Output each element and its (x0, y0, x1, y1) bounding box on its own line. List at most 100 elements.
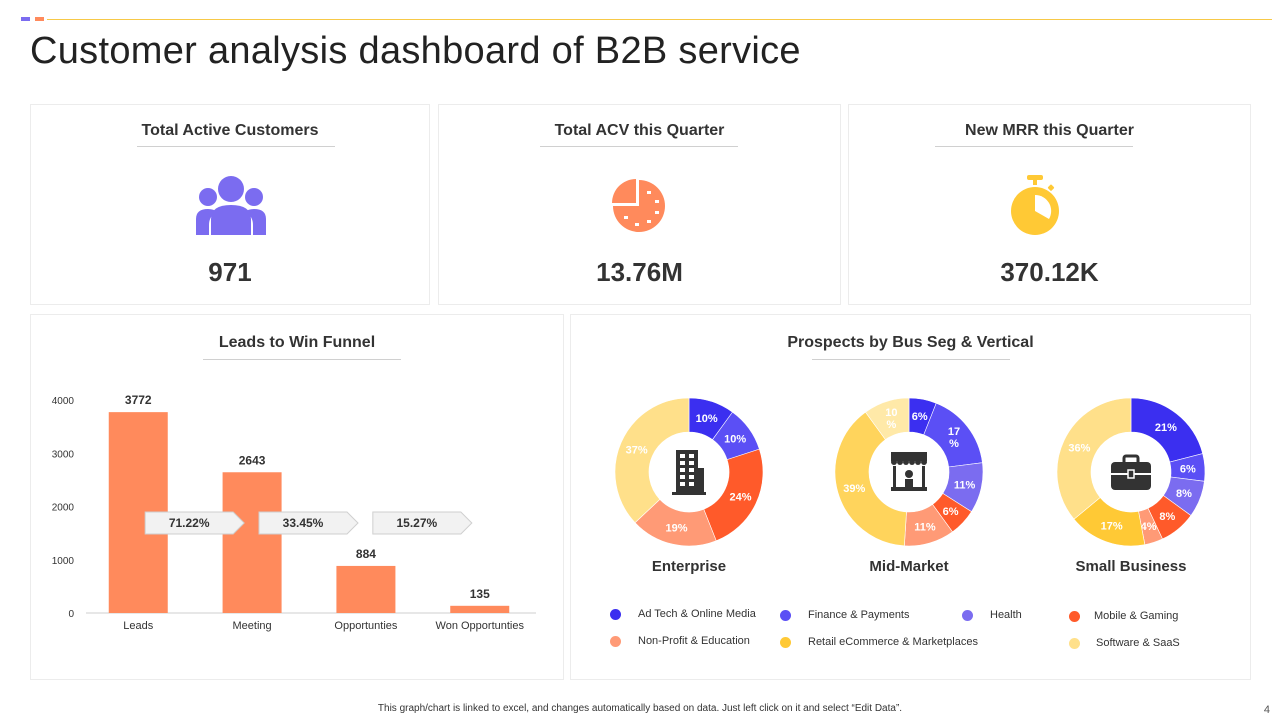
customers-icon (195, 175, 267, 242)
slice-label: 37% (626, 444, 648, 456)
y-tick-label: 3000 (52, 449, 75, 460)
header-rule (47, 19, 1272, 20)
y-tick-label: 4000 (52, 396, 75, 407)
stopwatch-icon (1007, 173, 1063, 242)
slice-label: 4% (1141, 521, 1157, 533)
prospects-card: Prospects by Bus Seg & Vertical 10% 10% 24… (570, 314, 1251, 680)
donut-slice (614, 397, 690, 524)
y-tick-label: 1000 (52, 556, 75, 567)
segment-label-mid-market: Mid-Market (869, 558, 949, 575)
bar-value-label: 135 (470, 587, 490, 601)
legend-swatch (610, 636, 621, 647)
funnel-bar (336, 565, 396, 613)
title-divider (203, 359, 401, 360)
prospects-legend: Ad Tech & Online Media Finance & Payment… (571, 608, 1252, 659)
conversion-rate-label: 71.22% (169, 516, 210, 530)
title-divider (137, 146, 335, 147)
storefront-icon-counter (891, 487, 927, 491)
building-icon-window (689, 468, 694, 472)
building-icon-window (680, 475, 685, 479)
accent-mark-purple (21, 17, 30, 21)
kpi-title: New MRR this Quarter (965, 122, 1134, 139)
building-icon-base (672, 492, 706, 495)
funnel-title: Leads to Win Funnel (218, 334, 376, 351)
legend-label: Software & SaaS (1096, 637, 1180, 649)
storefront-icon (891, 452, 927, 491)
slice-label: 8% (1159, 511, 1175, 523)
legend-swatch (780, 637, 791, 648)
storefront-icon-post (893, 466, 896, 488)
x-tick-label: Won Opportunties (436, 620, 525, 632)
slice-label: 36% (1068, 443, 1090, 455)
legend-label: Mobile & Gaming (1094, 610, 1179, 622)
storefront-icon-awning (891, 452, 927, 461)
legend-label: Finance & Payments (808, 609, 910, 621)
briefcase-icon-clasp (1127, 469, 1135, 479)
title-divider (935, 146, 1133, 147)
y-tick-label: 2000 (52, 503, 75, 514)
x-tick-label: Leads (123, 620, 153, 632)
briefcase-icon (1111, 454, 1151, 490)
bar-value-label: 2643 (239, 453, 266, 467)
building-icon (672, 450, 706, 495)
x-tick-label: Opportunties (334, 620, 397, 632)
storefront-icon-person (905, 470, 913, 478)
building-icon-window (680, 454, 685, 458)
slice-label: 10% (885, 407, 897, 431)
kpi-title: Total Active Customers (141, 122, 319, 139)
building-icon-window (689, 482, 694, 486)
conversion-rate-label: 15.27% (396, 516, 437, 530)
building-icon-window (689, 461, 694, 465)
slice-label: 6% (912, 411, 928, 423)
building-icon-window (680, 468, 685, 472)
slice-label: 39% (843, 483, 865, 495)
kpi-card-mrr: New MRR this Quarter 370.12K (848, 104, 1251, 305)
funnel-bar (222, 472, 282, 613)
kpi-value: 13.76M (596, 257, 683, 287)
page-title: Customer analysis dashboard of B2B servi… (30, 30, 801, 72)
slice-label: 17% (1101, 521, 1123, 533)
funnel-bar-chart: 0 1000 2000 3000 4000 3772 Leads 2643 Meeting 884… (52, 393, 536, 632)
legend-label: Ad Tech & Online Media (638, 608, 756, 620)
storefront-icon-scallop (903, 459, 909, 465)
page-number: 4 (1263, 704, 1270, 716)
storefront-icon-scallop (897, 459, 903, 465)
legend-swatch (1069, 611, 1080, 622)
slice-label: 11% (954, 479, 976, 491)
conversion-arrow (144, 511, 245, 535)
legend-swatch (962, 610, 973, 621)
accent-mark-orange (35, 17, 44, 21)
building-icon-wing (698, 468, 704, 494)
segment-label-enterprise: Enterprise (651, 558, 727, 575)
donut-slice (1056, 397, 1132, 520)
slice-label: 10% (696, 413, 718, 425)
slice-label: 17% (948, 426, 960, 450)
kpi-card-customers: Total Active Customers 971 (30, 104, 430, 305)
slice-label: 10% (724, 433, 746, 445)
slice-label: 11% (914, 522, 936, 534)
slice-label: 6% (943, 506, 959, 518)
title-divider (812, 359, 1010, 360)
storefront-icon-person-body (905, 479, 913, 487)
kpi-value: 971 (208, 257, 252, 287)
conversion-arrow (372, 511, 473, 535)
slice-label: 8% (1176, 488, 1192, 500)
slice-label: 21% (1155, 422, 1177, 434)
slice-label: 24% (730, 491, 752, 503)
building-icon-window (680, 461, 685, 465)
building-icon-body (676, 450, 698, 494)
pie-icon (611, 178, 667, 239)
legend-label: Non-Profit & Education (638, 635, 750, 647)
funnel-card: Leads to Win Funnel 0 1000 2000 3000 4000 377… (30, 314, 564, 680)
slice-label: 19% (666, 523, 688, 535)
kpi-title: Total ACV this Quarter (554, 122, 725, 139)
building-icon-window (689, 475, 694, 479)
kpi-card-acv: Total ACV this Quarter 13.76M (438, 104, 841, 305)
storefront-icon-scallop (915, 459, 921, 465)
legend-swatch (1069, 638, 1080, 649)
y-tick-label: 0 (68, 609, 74, 620)
building-icon-window (680, 482, 685, 486)
x-tick-label: Meeting (233, 620, 272, 632)
legend-swatch (610, 609, 621, 620)
legend-swatch (780, 610, 791, 621)
